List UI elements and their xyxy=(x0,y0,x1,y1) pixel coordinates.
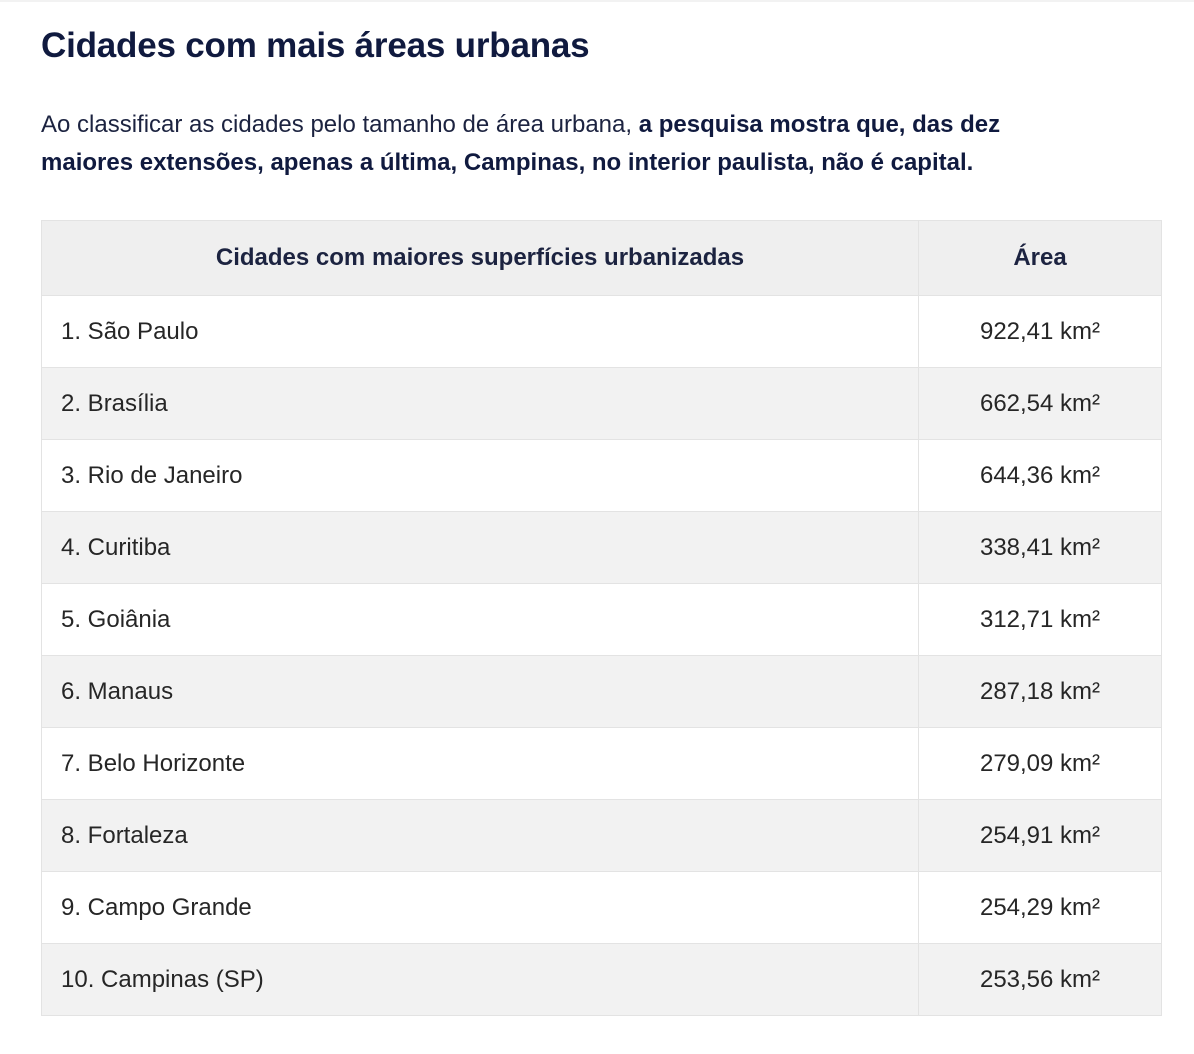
top-divider xyxy=(0,0,1194,2)
city-name-cell: 7. Belo Horizonte xyxy=(41,727,919,800)
area-value-cell: 253,56 km² xyxy=(918,943,1162,1016)
table-body: 1. São Paulo 922,41 km² 2. Brasília 662,54 … xyxy=(41,295,1162,1016)
table-row: 10. Campinas (SP) 253,56 km² xyxy=(41,943,1162,1016)
urban-area-table: Cidades com maiores superfícies urbaniza… xyxy=(41,220,1162,1016)
city-name-cell: 3. Rio de Janeiro xyxy=(41,439,919,512)
city-name-cell: 1. São Paulo xyxy=(41,295,919,368)
intro-lead-text: Ao classificar as cidades pelo tamanho d… xyxy=(41,111,639,138)
intro-paragraph: Ao classificar as cidades pelo tamanho d… xyxy=(41,106,1091,182)
area-value-cell: 254,29 km² xyxy=(918,871,1162,944)
table-row: 3. Rio de Janeiro 644,36 km² xyxy=(41,439,1162,512)
table-row: 6. Manaus 287,18 km² xyxy=(41,655,1162,728)
city-name-cell: 2. Brasília xyxy=(41,367,919,440)
area-value-cell: 662,54 km² xyxy=(918,367,1162,440)
table-row: 8. Fortaleza 254,91 km² xyxy=(41,799,1162,872)
table-row: 9. Campo Grande 254,29 km² xyxy=(41,871,1162,944)
area-value-cell: 312,71 km² xyxy=(918,583,1162,656)
area-value-cell: 338,41 km² xyxy=(918,511,1162,584)
table-row: 4. Curitiba 338,41 km² xyxy=(41,511,1162,584)
section-heading: Cidades com mais áreas urbanas xyxy=(41,26,590,65)
intro-emphasis-text: a pesquisa mostra que, das dez maiores e… xyxy=(41,111,1001,176)
city-name-cell: 6. Manaus xyxy=(41,655,919,728)
area-value-cell: 279,09 km² xyxy=(918,727,1162,800)
article-section: Cidades com mais áreas urbanas Ao classi… xyxy=(41,22,1161,182)
table-header-row: Cidades com maiores superfícies urbaniza… xyxy=(41,220,1162,296)
table-row: 1. São Paulo 922,41 km² xyxy=(41,295,1162,368)
column-header-city: Cidades com maiores superfícies urbaniza… xyxy=(41,220,919,296)
table-row: 5. Goiânia 312,71 km² xyxy=(41,583,1162,656)
area-value-cell: 254,91 km² xyxy=(918,799,1162,872)
city-name-cell: 8. Fortaleza xyxy=(41,799,919,872)
table-row: 7. Belo Horizonte 279,09 km² xyxy=(41,727,1162,800)
area-value-cell: 644,36 km² xyxy=(918,439,1162,512)
area-value-cell: 922,41 km² xyxy=(918,295,1162,368)
area-value-cell: 287,18 km² xyxy=(918,655,1162,728)
city-name-cell: 5. Goiânia xyxy=(41,583,919,656)
city-name-cell: 10. Campinas (SP) xyxy=(41,943,919,1016)
table-row: 2. Brasília 662,54 km² xyxy=(41,367,1162,440)
city-name-cell: 4. Curitiba xyxy=(41,511,919,584)
city-name-cell: 9. Campo Grande xyxy=(41,871,919,944)
column-header-area: Área xyxy=(918,220,1162,296)
